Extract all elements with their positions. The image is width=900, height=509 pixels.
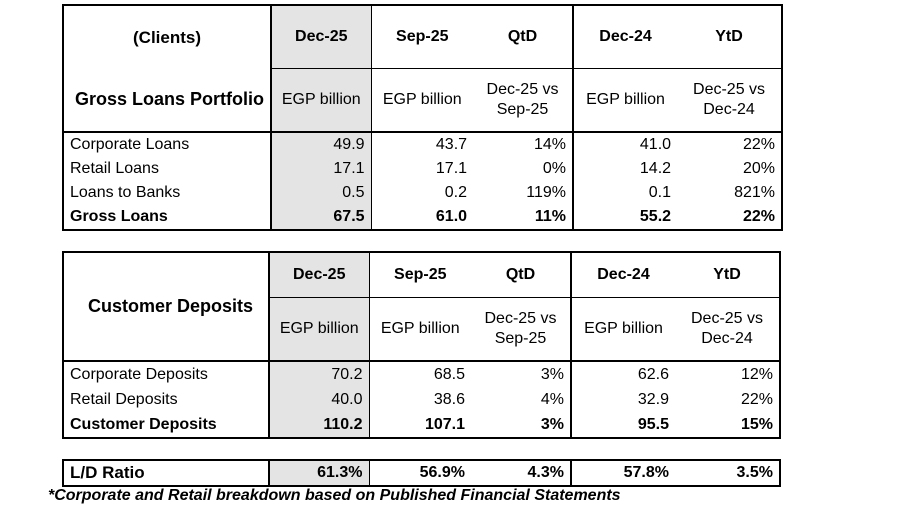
value-cell: 0.2 [444,184,468,201]
value-cell: 62.6 [637,365,669,383]
gross-loans-table: (Clients) Gross Loans Portfolio Dec-25 S… [62,4,784,231]
value-cell: 4% [471,387,572,412]
ld-ratio-label: L/D Ratio [63,460,270,486]
deposits-unit-dec24: EGP billion [571,297,675,362]
table-row: Corporate Loans 49.9 43.7 14% 41.0 22% [63,132,782,157]
value-cell: 3% [471,361,572,387]
table-row: Loans to Banks 0.5 0.2 119% 0.1 821% [63,181,782,205]
deposits-header-dec25: Dec-25 [269,252,370,298]
table-row-total: Customer Deposits 110.2 107.1 3% 95.5 15… [63,412,780,438]
table-row: Retail Loans 17.1 17.1 0% 14.2 20% [63,157,782,181]
row-label: Gross Loans [63,205,273,230]
loans-header-dec25: Dec-25 [271,5,372,69]
deposits-unit-dec25: EGP billion [269,297,370,362]
loans-unit-dec24: EGP billion [573,68,678,133]
value-cell: 38.6 [433,390,465,408]
value-cell: 0% [473,157,575,181]
value-cell: 70.2 [269,361,370,387]
deposits-corner-cell: Customer Deposits [63,252,270,362]
value-cell: 14% [473,132,575,157]
value-cell: 55.2 [639,208,672,225]
deposits-header-qtd: QtD [471,252,572,298]
value-cell: 107.1 [424,415,465,433]
deposits-header-sep25: Sep-25 [369,252,471,298]
loans-table-title: Gross Loans Portfolio [75,89,265,109]
loans-unit-qtd: Dec-25 vs Sep-25 [473,68,575,133]
loans-unit-sep25: EGP billion [371,68,474,133]
value-cell: 17.1 [271,157,372,181]
deposits-unit-qtd: Dec-25 vs Sep-25 [471,297,572,362]
value-cell: 0.1 [648,184,672,201]
value-cell: 22% [743,208,776,225]
value-cell: 40.0 [269,387,370,412]
value-cell: 32.9 [637,390,669,408]
table-row: Corporate Deposits 70.2 68.5 3% 62.6 12% [63,361,780,387]
table-row-total: Gross Loans 67.5 61.0 11% 55.2 22% [63,205,782,230]
deposits-table-title: Customer Deposits [88,296,254,316]
value-cell: 49.9 [271,132,372,157]
ld-ratio-table: L/D Ratio 61.3% 56.9% 4.3% 57.8% 3.5% [62,459,781,487]
loans-header-qtd: QtD [473,5,575,69]
loans-clients-label: (Clients) [133,27,202,47]
value-cell: 57.8% [623,464,669,481]
loans-corner-cell: (Clients) Gross Loans Portfolio [63,5,273,133]
deposits-unit-sep25: EGP billion [369,297,471,362]
customer-deposits-table: Customer Deposits Dec-25 Sep-25 QtD Dec-… [62,251,781,439]
value-cell: 67.5 [271,205,372,230]
row-label: Customer Deposits [63,412,270,438]
value-cell: 17.1 [435,160,468,177]
value-cell: 43.7 [435,136,468,153]
value-cell: 95.5 [637,415,669,433]
value-cell: 4.3% [471,460,572,486]
value-cell: 22% [740,390,773,408]
value-cell: 61.3% [269,460,370,486]
value-cell: 821% [734,184,776,201]
loans-header-dec24: Dec-24 [573,5,678,69]
value-cell: 12% [740,365,773,383]
row-label: Corporate Deposits [63,361,270,387]
table-row: Retail Deposits 40.0 38.6 4% 32.9 22% [63,387,780,412]
value-cell: 110.2 [269,412,370,438]
deposits-unit-ytd: Dec-25 vs Dec-24 [675,297,780,362]
value-cell: 20% [743,160,776,177]
value-cell: 119% [473,181,575,205]
value-cell: 11% [473,205,575,230]
row-label: Loans to Banks [63,181,273,205]
footnote: *Corporate and Retail breakdown based on… [48,487,621,504]
value-cell: 0.5 [271,181,372,205]
deposits-header-ytd: YtD [675,252,780,298]
loans-unit-dec25: EGP billion [271,68,372,133]
loans-unit-ytd: Dec-25 vs Dec-24 [677,68,783,133]
value-cell: 41.0 [639,136,672,153]
loans-header-sep25: Sep-25 [371,5,474,69]
value-cell: 56.9% [419,464,465,481]
value-cell: 68.5 [433,365,465,383]
value-cell: 14.2 [639,160,672,177]
value-cell: 22% [743,136,776,153]
loans-header-ytd: YtD [677,5,783,69]
row-label: Corporate Loans [63,132,273,157]
deposits-header-dec24: Dec-24 [571,252,675,298]
row-label: Retail Deposits [63,387,270,412]
table-row: L/D Ratio 61.3% 56.9% 4.3% 57.8% 3.5% [63,460,780,486]
value-cell: 15% [740,415,773,433]
value-cell: 3.5% [736,464,773,481]
value-cell: 61.0 [435,208,468,225]
row-label: Retail Loans [63,157,273,181]
value-cell: 3% [471,412,572,438]
